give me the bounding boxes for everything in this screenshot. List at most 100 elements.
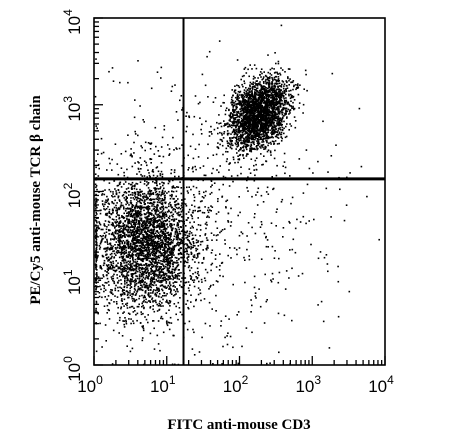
event-dot (283, 85, 285, 87)
event-dot (142, 279, 144, 282)
event-dot (109, 268, 112, 270)
event-dot (149, 235, 152, 238)
event-dot (116, 221, 119, 223)
event-dot (172, 294, 175, 297)
event-dot (148, 193, 151, 195)
event-dot (148, 189, 151, 191)
event-dot (193, 256, 195, 258)
event-dot (146, 236, 148, 238)
event-dot (145, 161, 147, 164)
event-dot (133, 187, 136, 190)
event-dot (163, 222, 166, 225)
event-dot (152, 292, 154, 294)
event-dot (245, 115, 248, 117)
event-dot (129, 261, 131, 264)
event-dot (269, 68, 272, 71)
event-dot (157, 220, 160, 222)
event-dot (145, 318, 148, 321)
event-dot (263, 100, 266, 102)
event-dot (231, 89, 233, 91)
event-dot (145, 263, 147, 265)
event-dot (158, 259, 160, 262)
event-dot (128, 211, 130, 213)
event-dot (242, 150, 245, 152)
event-dot (219, 138, 222, 141)
event-dot (250, 127, 253, 129)
event-dot (137, 263, 139, 265)
event-dot (148, 225, 151, 227)
event-dot (152, 230, 155, 232)
event-dot (234, 92, 237, 94)
event-dot (200, 278, 203, 281)
event-dot (156, 203, 159, 206)
event-dot (177, 234, 179, 237)
event-dot (141, 305, 143, 308)
event-dot (156, 280, 158, 282)
event-dot (270, 86, 273, 89)
event-dot (133, 214, 135, 217)
event-dot (162, 193, 164, 195)
event-dot (130, 275, 133, 277)
event-dot (266, 108, 269, 111)
event-dot (146, 267, 149, 269)
event-dot (297, 86, 300, 89)
event-dot (128, 182, 130, 185)
event-dot (122, 293, 124, 296)
event-dot (138, 200, 141, 203)
event-dot (149, 229, 152, 231)
event-dot (255, 83, 258, 85)
event-dot (153, 270, 156, 273)
event-dot (115, 229, 117, 232)
event-dot (162, 246, 164, 249)
event-dot (150, 241, 152, 244)
event-dot (168, 260, 171, 262)
event-dot (96, 256, 99, 258)
event-dot (242, 121, 244, 124)
event-dot (264, 104, 267, 106)
event-dot (177, 274, 179, 277)
event-dot (121, 249, 123, 252)
event-dot (144, 230, 146, 232)
event-dot (100, 228, 103, 231)
event-dot (175, 293, 177, 295)
event-dot (165, 260, 168, 263)
event-dot (131, 245, 133, 248)
event-dot (161, 271, 164, 273)
event-dot (153, 216, 155, 219)
event-dot (145, 222, 148, 224)
event-dot (132, 261, 135, 263)
event-dot (161, 232, 164, 235)
event-dot (264, 127, 266, 130)
event-dot (237, 150, 240, 152)
event-dot (158, 235, 161, 237)
event-dot (191, 234, 194, 236)
event-dot (98, 295, 101, 298)
event-dot (158, 201, 161, 204)
event-dot (149, 278, 152, 281)
event-dot (166, 278, 168, 280)
event-dot (145, 227, 148, 230)
event-dot (279, 102, 281, 104)
event-dot (273, 157, 276, 160)
event-dot (284, 100, 286, 102)
event-dot (132, 251, 134, 253)
event-dot (122, 222, 124, 225)
event-dot (126, 279, 128, 282)
event-dot (194, 165, 196, 168)
event-dot (160, 224, 162, 226)
event-dot (145, 267, 147, 269)
event-dot (159, 300, 161, 303)
event-dot (144, 292, 147, 294)
event-dot (176, 257, 178, 259)
event-dot (161, 239, 164, 241)
event-dot (170, 225, 172, 228)
event-dot (254, 77, 256, 79)
event-dot (125, 195, 127, 198)
event-dot (167, 217, 170, 219)
event-dot (298, 107, 300, 109)
event-dot (144, 257, 146, 259)
event-dot (271, 114, 274, 116)
event-dot (174, 187, 176, 189)
event-dot (181, 202, 183, 204)
event-dot (167, 182, 170, 185)
